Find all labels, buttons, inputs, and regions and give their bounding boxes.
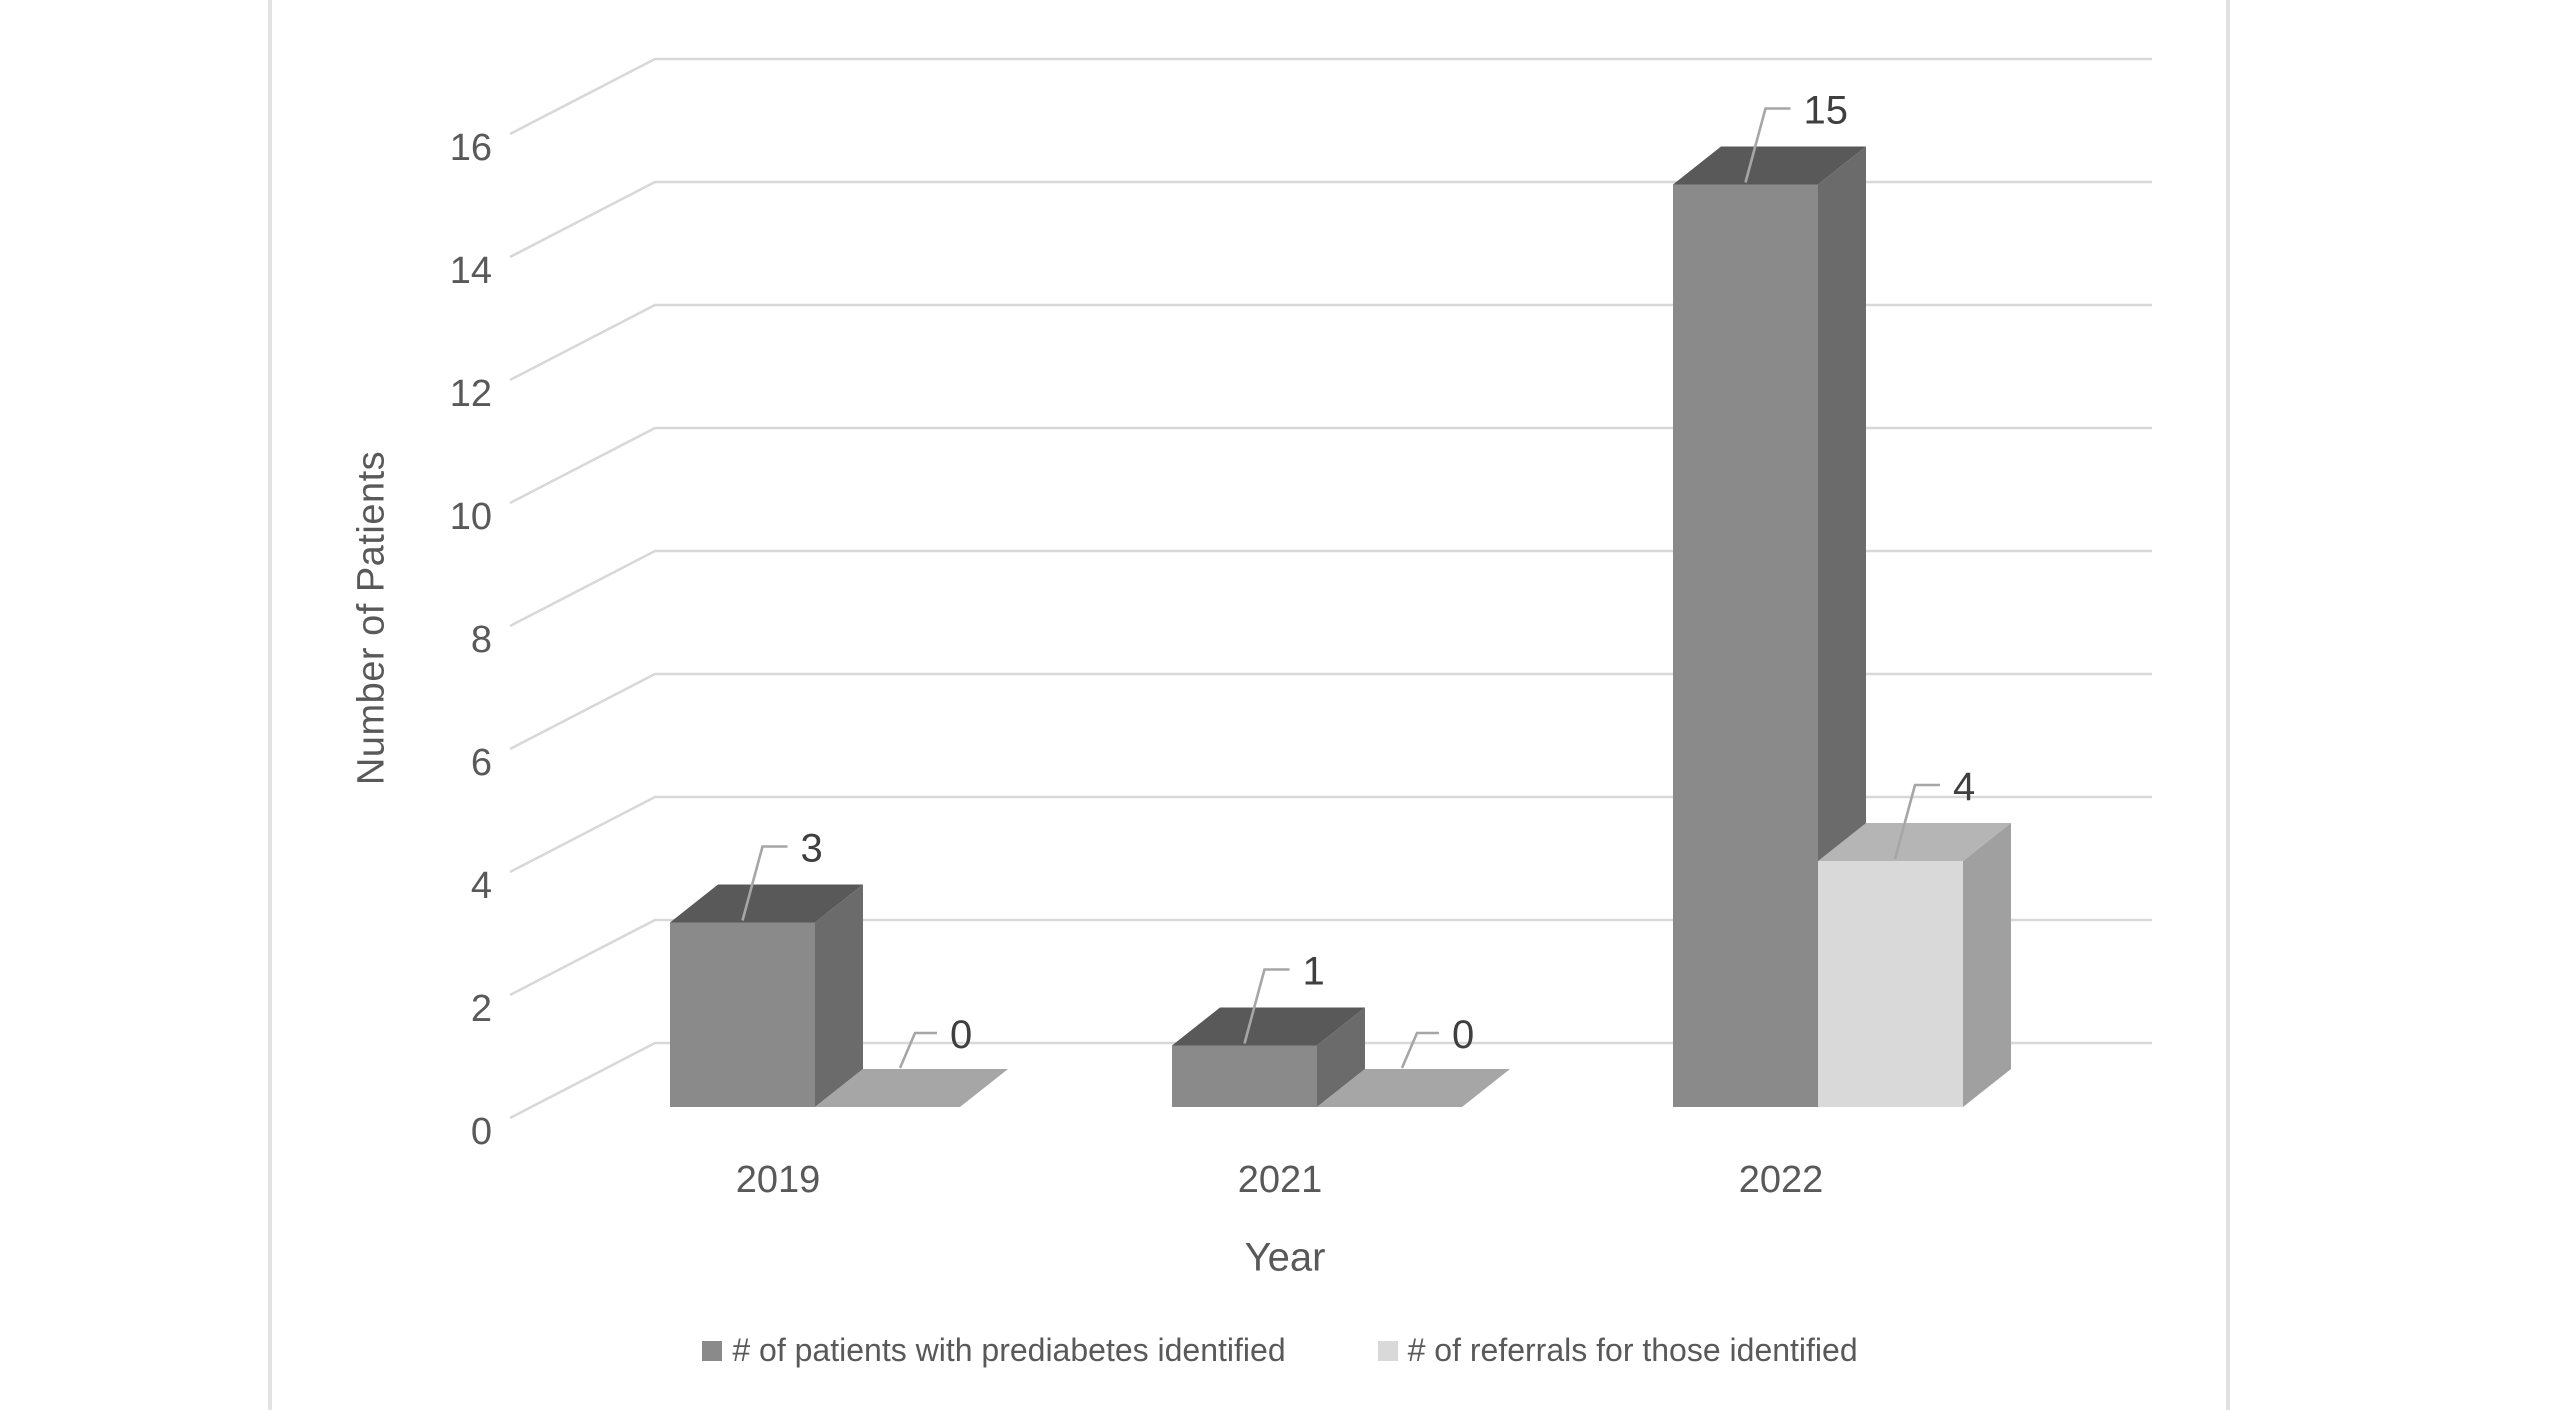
bar-front-face <box>1818 861 1963 1107</box>
gridline-16 <box>509 57 2152 136</box>
data-label-leader-line <box>1400 1031 1439 1069</box>
gridline-6 <box>509 672 2152 751</box>
gridline-4 <box>509 795 2152 874</box>
y-tick-label-4: 4 <box>471 865 492 907</box>
y-tick-label-0: 0 <box>471 1111 492 1153</box>
bar-side-face <box>1963 823 2011 1107</box>
x-category-label-2021: 2021 <box>1238 1159 1323 1201</box>
bar-top-face <box>1818 823 2011 861</box>
page-edge-left-rule <box>268 0 272 1410</box>
data-label-2021-s1: 0 <box>1452 1013 1474 1057</box>
gridline-2 <box>509 918 2152 997</box>
y-tick-label-2: 2 <box>471 988 492 1030</box>
page-edge-right-rule <box>2226 0 2230 1410</box>
y-tick-label-10: 10 <box>450 496 492 538</box>
legend-item-referrals: # of referrals for those identified <box>1377 1332 1858 1369</box>
gridline-0 <box>509 1041 2152 1120</box>
zero-value-pad <box>1317 1069 1510 1107</box>
data-label-2019-s0: 3 <box>801 827 823 871</box>
chart-legend: # of patients with prediabetes identifie… <box>0 1332 2560 1369</box>
data-label-leader-line <box>898 1031 937 1069</box>
bar-top-face <box>670 884 863 923</box>
x-category-label-2019: 2019 <box>736 1159 821 1201</box>
bar-side-face <box>815 884 863 1107</box>
y-axis-title: Number of Patients <box>350 450 393 786</box>
data-label-leader-line <box>1744 107 1791 183</box>
x-axis-title: Year <box>1244 1235 1326 1280</box>
zero-value-pad <box>815 1069 1008 1107</box>
x-category-label-2022: 2022 <box>1739 1159 1824 1201</box>
data-label-2021-s0: 1 <box>1303 950 1325 994</box>
data-label-2022-s1: 4 <box>1953 765 1975 809</box>
data-label-2022-s0: 15 <box>1804 89 1849 133</box>
gridline-12 <box>509 303 2152 382</box>
bar-side-face <box>1317 1007 1365 1107</box>
y-tick-label-12: 12 <box>450 373 492 415</box>
legend-label-prediabetes: # of patients with prediabetes identifie… <box>732 1332 1286 1368</box>
bar-front-face <box>1172 1045 1317 1107</box>
gridline-14 <box>509 180 2152 259</box>
data-label-2019-s1: 0 <box>950 1013 972 1057</box>
gridline-8 <box>509 549 2152 628</box>
data-label-leader-line <box>1893 783 1940 860</box>
bar-top-face <box>1673 146 1866 185</box>
gridline-10 <box>509 426 2152 505</box>
bar-front-face <box>1673 184 1818 1107</box>
legend-swatch-light-icon <box>1377 1340 1398 1361</box>
legend-swatch-dark-icon <box>702 1340 723 1361</box>
bar-front-face <box>670 922 815 1107</box>
legend-label-referrals: # of referrals for those identified <box>1407 1332 1858 1368</box>
y-tick-label-14: 14 <box>450 250 492 292</box>
y-tick-label-8: 8 <box>471 619 492 661</box>
data-label-leader-line <box>1243 968 1290 1044</box>
legend-item-prediabetes: # of patients with prediabetes identifie… <box>702 1332 1286 1369</box>
bar-top-face <box>1172 1007 1365 1046</box>
y-tick-label-6: 6 <box>471 742 492 784</box>
data-label-leader-line <box>741 845 788 921</box>
y-tick-label-16: 16 <box>450 127 492 169</box>
